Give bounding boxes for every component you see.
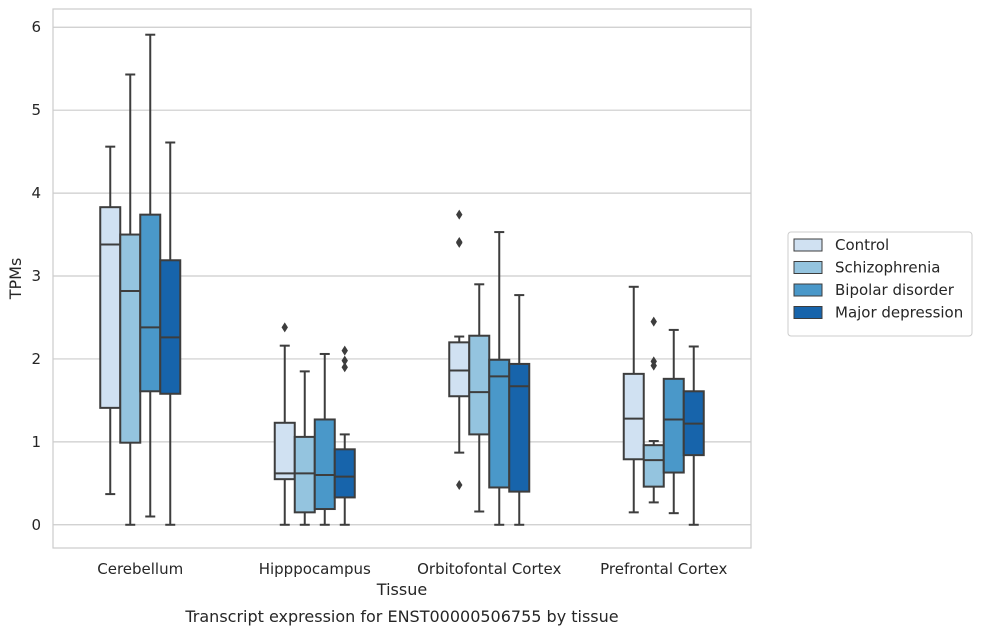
- y-tick-label: 3: [31, 267, 41, 285]
- legend-item: Control: [793, 236, 889, 254]
- y-tick-label: 2: [31, 350, 41, 368]
- x-tick-label: Prefrontal Cortex: [600, 560, 727, 578]
- x-tick-label: Orbitofontal Cortex: [417, 560, 561, 578]
- plot-area-frame: [52, 8, 752, 549]
- legend-swatch: [793, 306, 823, 319]
- box: [468, 334, 491, 436]
- x-axis-label: Tissue: [376, 580, 427, 599]
- legend-item: Schizophrenia: [793, 259, 940, 277]
- legend-label: Bipolar disorder: [835, 281, 955, 299]
- outlier-point: [341, 345, 348, 356]
- box: [313, 418, 336, 511]
- legend-swatch: [793, 261, 823, 274]
- series-bipolar-disorder: [139, 33, 685, 526]
- outlier-point: [650, 360, 657, 371]
- chart-caption: Transcript expression for ENST0000050675…: [184, 607, 618, 626]
- legend-items: Control Schizophrenia Bipolar disorder Majo…: [793, 236, 963, 322]
- y-axis-ticks: 0 1 2 3 4 5 6: [31, 18, 41, 534]
- legend-label: Major depression: [835, 304, 963, 322]
- outlier-point: [456, 209, 463, 220]
- outlier-point: [456, 237, 463, 248]
- series-major-depression: [159, 141, 705, 526]
- box: [273, 421, 296, 481]
- box: [159, 259, 182, 395]
- x-tick-label: Cerebellum: [97, 560, 183, 578]
- legend-item: Bipolar disorder: [793, 281, 955, 299]
- series-control: [99, 145, 645, 526]
- legend-label: Control: [835, 236, 889, 254]
- box: [622, 372, 645, 461]
- box: [642, 444, 665, 488]
- outlier-point: [456, 479, 463, 490]
- box: [488, 358, 511, 489]
- legend-swatch: [793, 283, 823, 297]
- box: [508, 362, 531, 493]
- y-tick-label: 1: [31, 433, 41, 451]
- x-axis-ticks: Cerebellum Hipppocampus Orbitofontal Corte…: [97, 560, 727, 578]
- y-tick-label: 5: [31, 101, 41, 119]
- legend-label: Schizophrenia: [835, 259, 940, 277]
- outlier-point: [341, 362, 348, 373]
- outlier-point: [281, 322, 288, 333]
- y-tick-label: 6: [31, 18, 41, 36]
- box-groups: [99, 33, 705, 526]
- box: [293, 435, 316, 514]
- box: [448, 341, 471, 398]
- box: [662, 377, 685, 474]
- legend-frame: [787, 231, 973, 337]
- x-tick-label: Hipppocampus: [259, 560, 371, 578]
- legend-item: Major depression: [793, 304, 963, 322]
- box: [139, 213, 162, 393]
- y-tick-label: 0: [31, 516, 41, 534]
- y-axis-label: TPMs: [6, 258, 25, 301]
- box: [333, 448, 356, 499]
- box: [119, 233, 142, 444]
- outlier-point: [650, 316, 657, 327]
- outlier-point: [341, 355, 348, 366]
- legend-swatch: [793, 238, 823, 252]
- y-tick-label: 4: [31, 184, 41, 202]
- box: [99, 206, 122, 409]
- series-schizophrenia: [119, 73, 665, 526]
- legend: Control Schizophrenia Bipolar disorder Majo…: [787, 231, 973, 337]
